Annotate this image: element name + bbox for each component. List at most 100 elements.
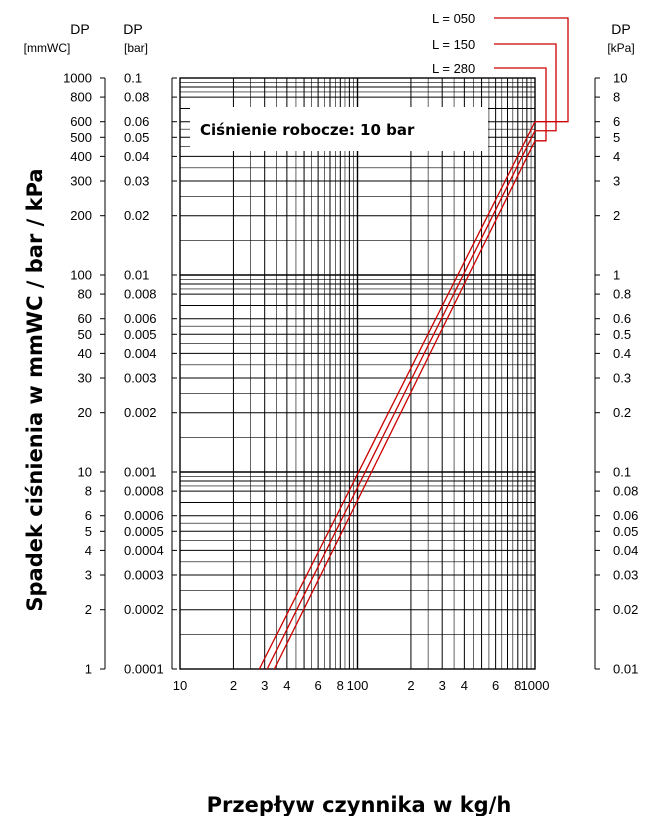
tick-label: 0.0003 (124, 568, 164, 583)
tick-label: 10 (173, 678, 187, 693)
series-line (266, 130, 536, 670)
axis-bar: 0.1 0.08 0.060.05 0.04 0.03 0.02 0.01 0.008 0.00… (123, 21, 177, 677)
tick-label: 8 (514, 678, 521, 693)
tick-label: 20 (78, 405, 92, 420)
tick-label: 0.01 (124, 268, 149, 283)
tick-label: 3 (613, 174, 620, 189)
tick-label: 3 (439, 678, 446, 693)
series-lines (258, 121, 536, 670)
tick-label: 0.8 (613, 287, 631, 302)
tick-label: 3 (85, 568, 92, 583)
tick-label: 0.04 (613, 543, 638, 558)
tick-label: 4 (613, 149, 620, 164)
tick-label: 50 (78, 327, 92, 342)
legend: L = 050 L = 150 L = 280 (432, 11, 569, 142)
tick-label: 40 (78, 346, 92, 361)
tick-label: 800 (70, 90, 92, 105)
tick-label: 0.001 (124, 465, 157, 480)
tick-label: 1000 (521, 678, 550, 693)
tick-label: 60 (78, 311, 92, 326)
tick-label: 0.03 (124, 174, 149, 189)
tick-label: 10 (613, 71, 627, 86)
legend-label: L = 050 (432, 11, 475, 26)
tick-label: 0.05 (613, 524, 638, 539)
annotation-box: Ciśnienie robocze: 10 bar (190, 107, 488, 151)
tick-label: 0.6 (613, 311, 631, 326)
tick-label: 400 (70, 149, 92, 164)
annotation-text: Ciśnienie robocze: 10 bar (200, 121, 415, 139)
tick-label: 8 (337, 678, 344, 693)
tick-label: 0.006 (124, 311, 157, 326)
tick-label: 6 (492, 678, 499, 693)
tick-label: 3 (261, 678, 268, 693)
axis-header: DP (611, 21, 630, 37)
grid (180, 78, 535, 669)
tick-label: 5 (85, 524, 92, 539)
tick-label: 0.5 (613, 327, 631, 342)
tick-label: 0.002 (124, 405, 157, 420)
tick-label: 80 (78, 287, 92, 302)
tick-label: 4 (461, 678, 468, 693)
tick-label: 0.0005 (124, 524, 164, 539)
y-axis-title: Spadek ciśnienia w mmWC / bar / kPa (23, 168, 47, 611)
tick-label: 0.08 (124, 90, 149, 105)
tick-label: 0.06 (613, 508, 638, 523)
axis-unit: [mmWC] (24, 41, 71, 55)
plot-border (179, 77, 536, 670)
tick-label: 0.0002 (124, 602, 164, 617)
tick-label: 2 (85, 602, 92, 617)
axis-unit: [kPa] (607, 41, 634, 55)
x-axis-title: Przepływ czynnika w kg/h (207, 793, 512, 816)
legend-label: L = 150 (432, 37, 475, 52)
tick-label: 0.0001 (124, 662, 164, 677)
tick-label: 1 (613, 268, 620, 283)
tick-label: 0.4 (613, 346, 631, 361)
tick-label: 0.01 (613, 662, 638, 677)
plot-frame (179, 77, 536, 670)
legend-label: L = 280 (432, 61, 475, 76)
tick-label: 0.004 (124, 346, 157, 361)
tick-label: 6 (315, 678, 322, 693)
tick-label: 200 (70, 208, 92, 223)
axis-x: 10 2 3 4 6 8 100 2 3 4 6 8 1000 (173, 678, 550, 693)
tick-label: 1 (85, 662, 92, 677)
tick-label: 0.08 (613, 484, 638, 499)
tick-label: 0.0008 (124, 484, 164, 499)
legend-leader (494, 17, 569, 123)
tick-label: 0.02 (613, 602, 638, 617)
tick-label: 0.03 (613, 568, 638, 583)
tick-label: 600 (70, 114, 92, 129)
tick-label: 4 (85, 543, 92, 558)
tick-label: 30 (78, 371, 92, 386)
tick-label: 0.06 (124, 114, 149, 129)
tick-label: 0.2 (613, 405, 631, 420)
tick-label: 5 (613, 130, 620, 145)
tick-label: 2 (407, 678, 414, 693)
tick-label: 1000 (63, 71, 92, 86)
tick-label: 8 (85, 484, 92, 499)
axis-header: DP (70, 21, 89, 37)
series-line (273, 140, 536, 670)
legend-leader (494, 67, 547, 142)
tick-label: 0.005 (124, 327, 157, 342)
tick-label: 0.0006 (124, 508, 164, 523)
tick-label: 0.008 (124, 287, 157, 302)
tick-label: 8 (613, 90, 620, 105)
tick-label: 0.1 (124, 71, 142, 86)
axis-unit: [bar] (124, 41, 148, 55)
tick-label: 0.0004 (124, 543, 164, 558)
tick-label: 4 (283, 678, 290, 693)
tick-label: 500 (70, 130, 92, 145)
tick-label: 0.05 (124, 130, 149, 145)
tick-label: 0.3 (613, 371, 631, 386)
tick-label: 0.003 (124, 371, 157, 386)
tick-label: 100 (70, 268, 92, 283)
tick-label: 2 (230, 678, 237, 693)
tick-label: 100 (347, 678, 369, 693)
axis-kpa: 1086543210.80.60.50.40.30.20.10.080.060.… (594, 21, 638, 677)
tick-label: 10 (78, 465, 92, 480)
tick-label: 0.02 (124, 208, 149, 223)
series-line (258, 121, 536, 670)
